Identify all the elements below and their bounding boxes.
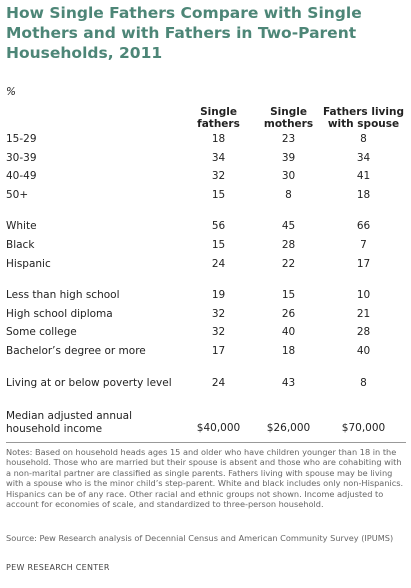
cell-value: 17 <box>211 344 226 357</box>
cell-value: 17 <box>356 257 371 270</box>
chart-title: How Single Fathers Compare with Single M… <box>6 4 362 62</box>
group-spacer <box>6 204 406 217</box>
cell-value: 34 <box>211 151 226 164</box>
cell-value: 22 <box>281 257 296 270</box>
column-header: Single mothers <box>263 106 314 130</box>
cell-value: 15 <box>281 289 296 302</box>
table-row: 15-29 18 23 8 <box>6 130 406 149</box>
cell-value: 32 <box>211 326 226 339</box>
cell-value: $70,000 <box>341 422 386 435</box>
cell-value: $40,000 <box>196 422 241 435</box>
cell-value: 8 <box>285 188 292 201</box>
cell-value: 43 <box>281 376 296 389</box>
cell-value: 40 <box>281 326 296 339</box>
row-label: Some college <box>6 326 77 339</box>
table-row: High school diploma 32 26 21 <box>6 305 406 324</box>
cell-value: 23 <box>281 133 296 145</box>
table-row: Less than high school 19 15 10 <box>6 286 406 305</box>
table-row: Median adjusted annual household income $… <box>6 405 406 438</box>
cell-value: 66 <box>356 220 371 233</box>
table-row: 50+ 15 8 18 <box>6 186 406 205</box>
table-row: Some college 32 40 28 <box>6 323 406 342</box>
row-label: 50+ <box>6 188 29 201</box>
group-spacer <box>6 392 406 405</box>
cell-value: 24 <box>211 257 226 270</box>
cell-value: 21 <box>356 307 371 320</box>
row-label: Less than high school <box>6 289 120 302</box>
row-label: Hispanic <box>6 257 51 270</box>
row-label: Living at or below poverty level <box>6 376 172 389</box>
cell-value: 56 <box>211 220 226 233</box>
unit-label: % <box>6 86 16 98</box>
cell-value: 15 <box>211 238 226 251</box>
cell-value: 32 <box>211 170 226 183</box>
cell-value: 19 <box>211 289 226 302</box>
cell-value: 15 <box>211 188 226 201</box>
column-header: Fathers living with spouse <box>323 106 404 130</box>
column-header: Single fathers <box>197 106 240 130</box>
cell-value: 7 <box>360 238 367 251</box>
row-label: Bachelor’s degree or more <box>6 344 146 357</box>
row-label: Black <box>6 238 35 251</box>
spacer-cell <box>6 361 406 374</box>
group-spacer <box>6 273 406 286</box>
cell-value: 24 <box>211 376 226 389</box>
cell-value: 26 <box>281 307 296 320</box>
cell-value: 18 <box>211 133 226 145</box>
cell-value: 40 <box>356 344 371 357</box>
cell-value: 45 <box>281 220 296 233</box>
row-label: 30-39 <box>6 151 37 164</box>
data-table: Single fathers Single mothers Fathers li… <box>6 100 406 438</box>
spacer-cell <box>6 273 406 286</box>
org-credit: PEW RESEARCH CENTER <box>6 563 110 572</box>
cell-value: 30 <box>281 170 296 183</box>
table-row: Bachelor’s degree or more 17 18 40 <box>6 342 406 361</box>
table-row: White 56 45 66 <box>6 217 406 236</box>
row-label: 40-49 <box>6 170 37 183</box>
cell-value: 34 <box>356 151 371 164</box>
row-label: 15-29 <box>6 133 37 145</box>
header-blank <box>6 100 181 130</box>
group-spacer <box>6 361 406 374</box>
cell-value: 32 <box>211 307 226 320</box>
cell-value: 18 <box>281 344 296 357</box>
cell-value: 28 <box>356 326 371 339</box>
source-text: Source: Pew Research analysis of Decenni… <box>6 533 394 543</box>
cell-value: $26,000 <box>266 422 311 435</box>
row-label: Median adjusted annual household income <box>6 410 132 436</box>
table-row: 30-39 34 39 34 <box>6 149 406 168</box>
table-row: 40-49 32 30 41 <box>6 167 406 186</box>
table-row: Black 15 28 7 <box>6 236 406 255</box>
notes-divider <box>6 442 406 443</box>
cell-value: 10 <box>356 289 371 302</box>
table-row: Hispanic 24 22 17 <box>6 255 406 274</box>
row-label: White <box>6 220 37 233</box>
cell-value: 28 <box>281 238 296 251</box>
cell-value: 41 <box>356 170 371 183</box>
cell-value: 39 <box>281 151 296 164</box>
table-body: 15-29 18 23 8 30-39 34 39 34 40-49 32 30 41 50+ 15 8 18… <box>6 130 406 438</box>
row-label: High school diploma <box>6 307 113 320</box>
notes-text: Notes: Based on household heads ages 15 … <box>6 447 404 510</box>
cell-value: 8 <box>360 133 367 145</box>
header-row: Single fathers Single mothers Fathers li… <box>6 100 406 130</box>
cell-value: 8 <box>360 376 367 389</box>
spacer-cell <box>6 392 406 405</box>
spacer-cell <box>6 204 406 217</box>
cell-value: 18 <box>356 188 371 201</box>
table-row: Living at or below poverty level 24 43 8 <box>6 374 406 393</box>
